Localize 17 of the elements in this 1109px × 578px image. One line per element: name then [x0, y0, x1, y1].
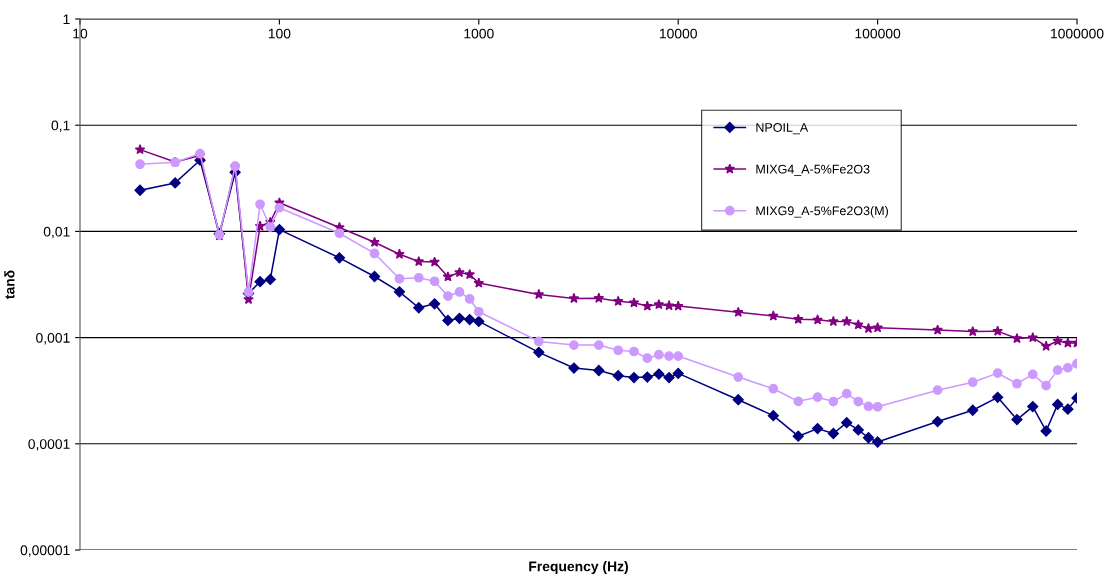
legend-label: NPOIL_A	[756, 123, 809, 135]
x-tick-label: 100	[268, 28, 291, 39]
x-tick-label: 1000000	[1051, 28, 1104, 39]
x-tick-label: 1000	[464, 28, 494, 39]
x-tick-label: 10000	[659, 28, 697, 39]
y-axis-title: tanδ	[4, 270, 15, 299]
legend-label: MIXG4_A-5%Fe2O3	[756, 164, 870, 176]
x-tick-label: 10	[73, 28, 88, 39]
y-tick-label: 0,0001	[28, 439, 70, 451]
x-tick-label: 100000	[855, 28, 901, 39]
y-tick-label: 0,01	[43, 226, 70, 239]
y-tick-label: 0,001	[36, 332, 70, 345]
y-tick-label: 0,1	[51, 120, 70, 133]
y-tick-label: 0,00001	[20, 545, 70, 557]
legend-label: MIXG9_A-5%Fe2O3(M)	[756, 206, 888, 218]
y-tick-label: 1	[63, 14, 70, 25]
x-axis-title: Frequency (Hz)	[529, 561, 628, 575]
